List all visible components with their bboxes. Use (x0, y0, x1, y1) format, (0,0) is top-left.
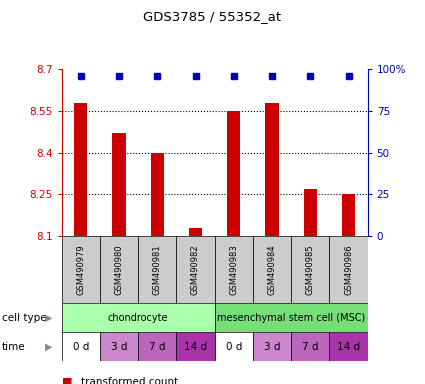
Bar (265, 103, 279, 236)
Bar (100, 332, 138, 361)
Text: GSM490981: GSM490981 (153, 245, 162, 295)
Text: GSM490985: GSM490985 (306, 245, 315, 295)
Bar (215, 303, 368, 332)
Bar (112, 133, 126, 236)
Bar (74, 103, 88, 236)
Text: mesenchymal stem cell (MSC): mesenchymal stem cell (MSC) (217, 313, 365, 323)
Text: ■: ■ (62, 377, 72, 384)
Bar (138, 236, 176, 303)
Text: GSM490982: GSM490982 (191, 245, 200, 295)
Bar (150, 152, 164, 236)
Bar (329, 332, 368, 361)
Bar (342, 194, 355, 236)
Bar (253, 332, 291, 361)
Text: GSM490984: GSM490984 (267, 245, 277, 295)
Text: transformed count: transformed count (81, 377, 178, 384)
Text: ▶: ▶ (45, 341, 52, 352)
Bar (329, 236, 368, 303)
Bar (176, 236, 215, 303)
Bar (227, 111, 241, 236)
Bar (138, 332, 176, 361)
Bar (291, 332, 329, 361)
Text: GSM490980: GSM490980 (114, 245, 124, 295)
Bar (253, 236, 291, 303)
Text: GSM490986: GSM490986 (344, 244, 353, 295)
Text: GDS3785 / 55352_at: GDS3785 / 55352_at (143, 10, 281, 23)
Bar (62, 303, 215, 332)
Bar (189, 228, 202, 236)
Text: cell type: cell type (2, 313, 47, 323)
Text: 7 d: 7 d (302, 341, 318, 352)
Bar (62, 332, 100, 361)
Text: 3 d: 3 d (111, 341, 127, 352)
Text: 7 d: 7 d (149, 341, 165, 352)
Text: 14 d: 14 d (184, 341, 207, 352)
Text: 14 d: 14 d (337, 341, 360, 352)
Bar (62, 236, 100, 303)
Bar (215, 332, 253, 361)
Bar (100, 236, 138, 303)
Bar (176, 332, 215, 361)
Bar (303, 189, 317, 236)
Text: GSM490983: GSM490983 (229, 244, 238, 295)
Text: 3 d: 3 d (264, 341, 280, 352)
Text: 0 d: 0 d (73, 341, 89, 352)
Text: chondrocyte: chondrocyte (108, 313, 168, 323)
Bar (291, 236, 329, 303)
Text: time: time (2, 341, 26, 352)
Bar (215, 236, 253, 303)
Text: GSM490979: GSM490979 (76, 245, 85, 295)
Text: ▶: ▶ (45, 313, 52, 323)
Text: 0 d: 0 d (226, 341, 242, 352)
